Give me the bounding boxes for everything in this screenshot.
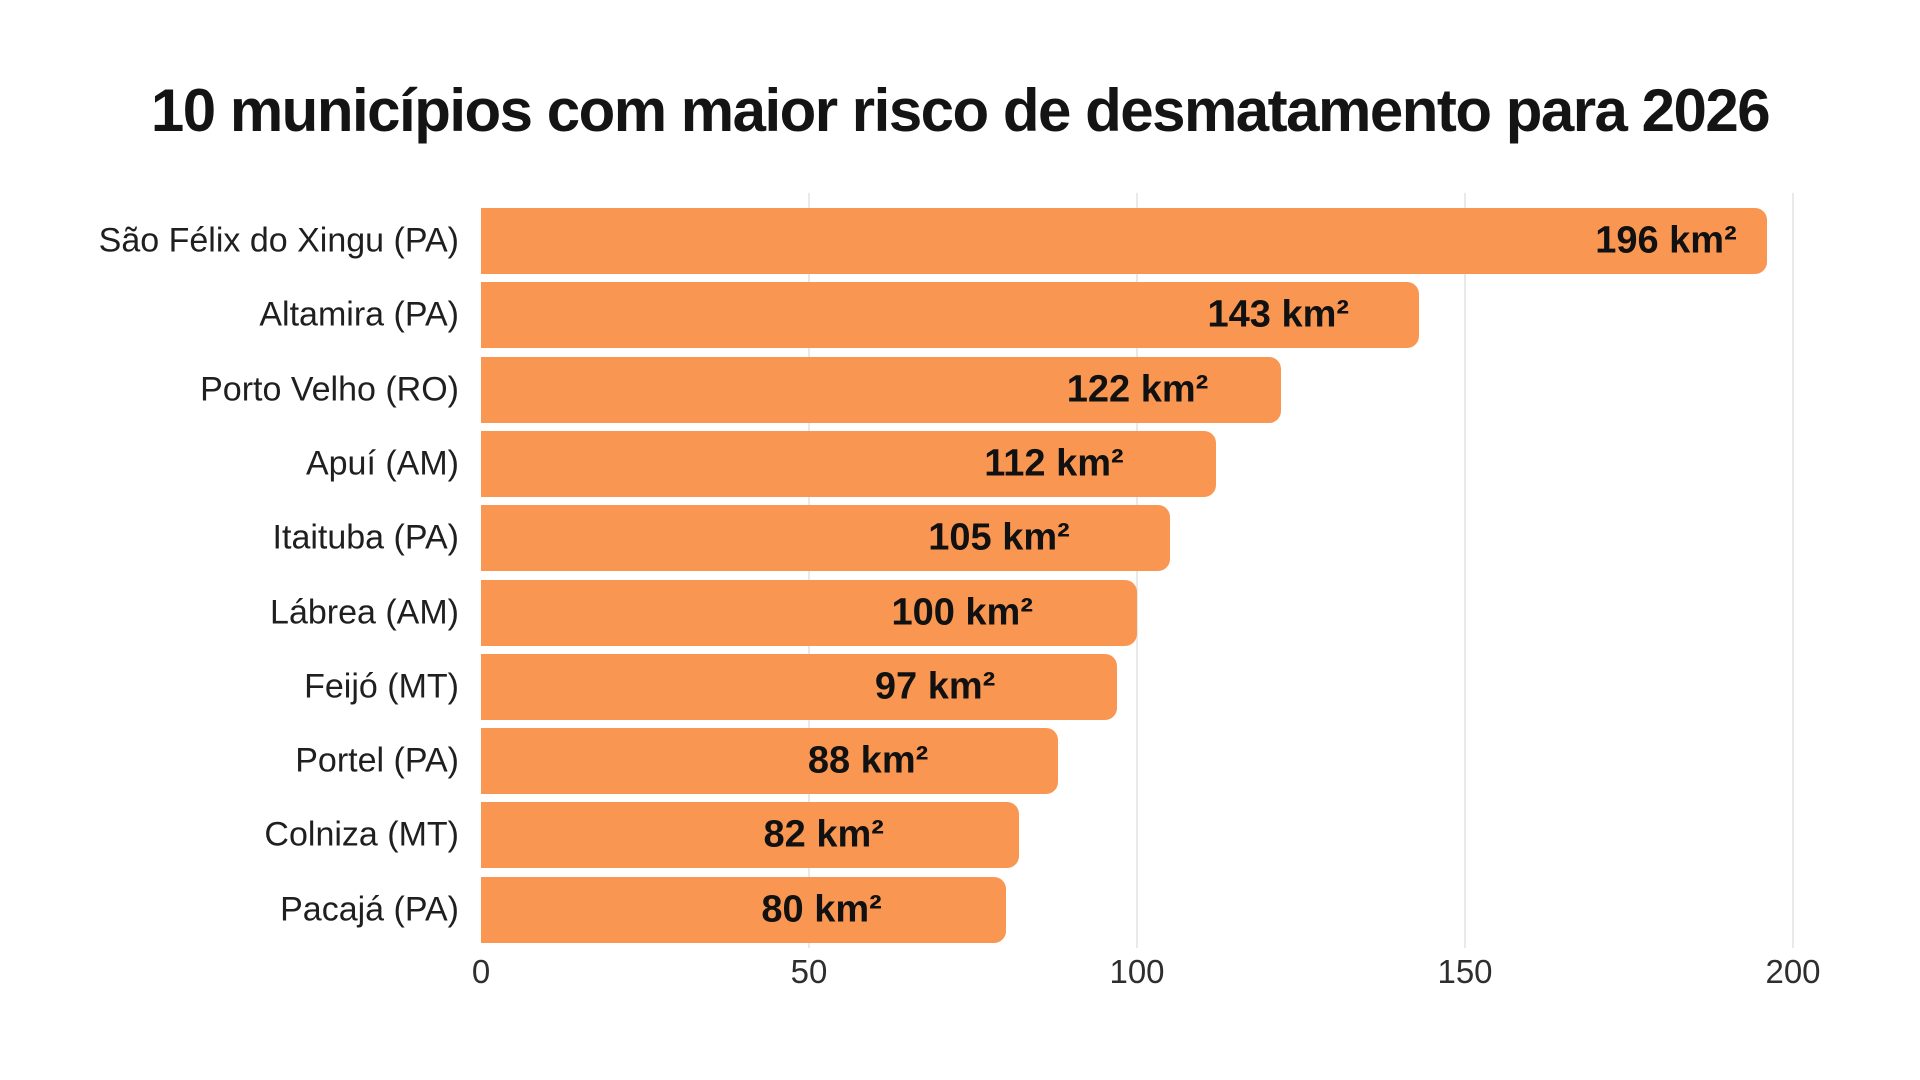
category-label: Feijó (MT) xyxy=(304,667,459,706)
category-label: Lábrea (AM) xyxy=(270,593,459,631)
bar-row: Lábrea (AM) 100 km² xyxy=(0,579,1920,646)
category-label: Pacajá (PA) xyxy=(280,890,459,929)
bar-row: Apuí (AM) 112 km² xyxy=(0,430,1920,497)
value-label: 100 km² xyxy=(891,591,1033,633)
bar: 196 km² xyxy=(481,208,1767,274)
category-label: Altamira (PA) xyxy=(259,295,459,334)
bar-row: Pacajá (PA) 80 km² xyxy=(0,876,1920,943)
x-axis-tick-50: 50 xyxy=(790,953,828,990)
bar: 80 km² xyxy=(481,876,1006,943)
bar-row: Colniza (MT) 82 km² xyxy=(0,802,1920,869)
category-label: São Félix do Xingu (PA) xyxy=(98,221,459,260)
bar: 105 km² xyxy=(481,505,1170,572)
x-axis-tick-200: 200 xyxy=(1765,953,1821,990)
value-label: 88 km² xyxy=(807,739,929,782)
bar-row: Itaituba (PA) 105 km² xyxy=(0,505,1920,572)
category-label: Itaituba (PA) xyxy=(272,518,459,557)
value-label: 82 km² xyxy=(763,813,884,856)
x-axis-tick-100: 100 xyxy=(1109,953,1165,990)
bar-row: Porto Velho (RO) 122 km² xyxy=(0,356,1920,423)
bar: 112 km² xyxy=(481,430,1216,497)
bar: 97 km² xyxy=(481,653,1118,720)
category-label: Porto Velho (RO) xyxy=(200,370,459,409)
gridline-x-200 xyxy=(1792,193,1794,948)
value-label: 122 km² xyxy=(1066,368,1209,411)
bar: 82 km² xyxy=(481,802,1019,869)
value-label: 112 km² xyxy=(984,442,1124,485)
chart-title: 10 municípios com maior risco de desmata… xyxy=(150,77,1771,144)
value-label: 80 km² xyxy=(761,888,882,931)
bar: 143 km² xyxy=(481,282,1420,349)
category-label: Apuí (AM) xyxy=(305,444,459,483)
x-axis-tick-150: 150 xyxy=(1437,953,1493,990)
category-label: Portel (PA) xyxy=(295,741,459,780)
value-label: 105 km² xyxy=(928,516,1070,559)
value-label: 97 km² xyxy=(874,665,996,708)
category-label: Colniza (MT) xyxy=(264,815,459,854)
bar: 100 km² xyxy=(481,579,1137,646)
gridline-x-150 xyxy=(1464,193,1466,948)
bar-row: Portel (PA) 88 km² xyxy=(0,728,1920,795)
bar-row: São Félix do Xingu (PA) 196 km² xyxy=(0,208,1920,274)
value-label: 196 km² xyxy=(1595,219,1737,262)
x-axis-tick-0: 0 xyxy=(471,953,491,990)
bar: 88 km² xyxy=(481,728,1059,795)
value-label: 143 km² xyxy=(1207,293,1350,336)
bar: 122 km² xyxy=(481,356,1282,423)
bar-row: Altamira (PA) 143 km² xyxy=(0,282,1920,349)
bar-row: Feijó (MT) 97 km² xyxy=(0,653,1920,720)
